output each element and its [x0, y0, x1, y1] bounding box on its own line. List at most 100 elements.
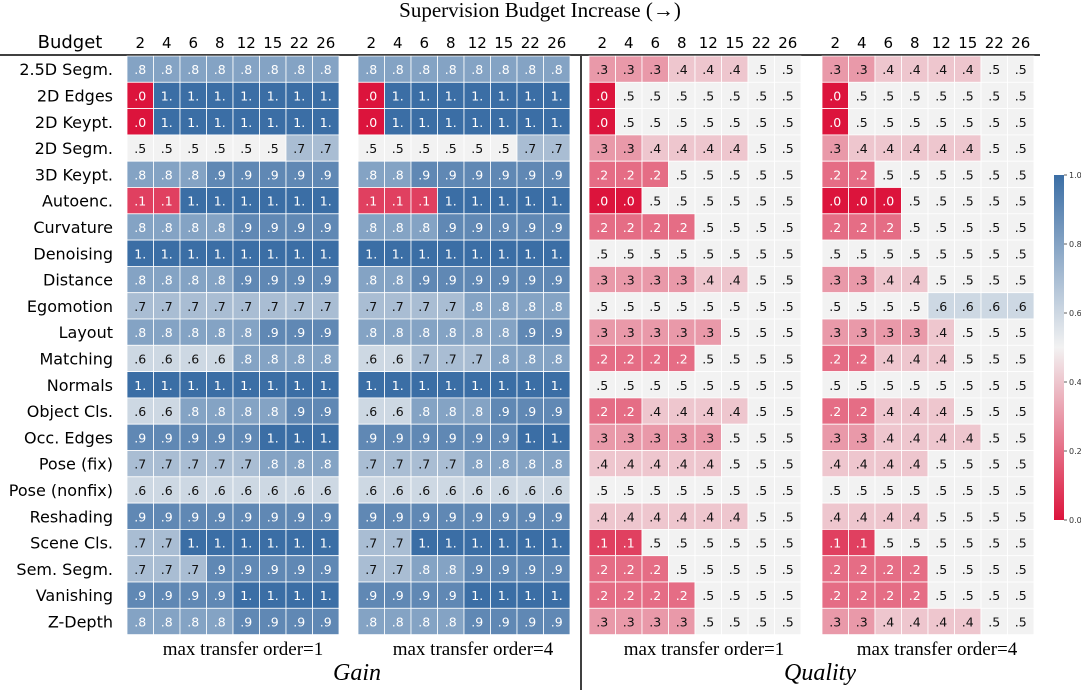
heatmap-cell: [312, 450, 340, 478]
heatmap-cell: [954, 607, 982, 635]
heatmap-cell: [490, 476, 518, 504]
row-label: 2.5D Segm.: [19, 60, 113, 79]
cell-value-label: .5: [935, 378, 947, 393]
heatmap-cell: [384, 265, 412, 294]
heatmap-cell: [259, 187, 287, 215]
cell-value-label: .8: [365, 167, 377, 182]
cell-value-label: .9: [551, 404, 563, 419]
cell-value-label: .2: [829, 220, 841, 235]
heatmap-cell: [747, 476, 775, 504]
cell-value-label: .5: [882, 483, 894, 498]
heatmap-cell: [490, 134, 518, 162]
cell-value-label: .5: [729, 167, 741, 182]
heatmap-cell: [543, 423, 571, 451]
cell-value-label: .5: [988, 351, 1000, 366]
budget-tick-label: 15: [494, 34, 513, 52]
cell-value-label: .1: [623, 536, 635, 551]
heatmap-cell: [179, 344, 207, 372]
heatmap-cell: [848, 371, 876, 399]
heatmap-cell: [874, 108, 902, 136]
cell-value-label: .9: [293, 220, 305, 235]
cell-value-label: .5: [935, 88, 947, 103]
cell-value-label: .5: [649, 378, 661, 393]
cell-value-label: .5: [445, 141, 457, 156]
heatmap-cell: [1007, 108, 1035, 136]
cell-value-label: .4: [909, 457, 921, 472]
heatmap-cell: [490, 555, 518, 583]
heatmap-cell: [774, 555, 802, 583]
cell-value-label: .5: [755, 220, 767, 235]
heatmap-cell: [153, 607, 181, 635]
cell-value-label: .3: [829, 62, 841, 77]
heatmap-cell: [747, 160, 775, 188]
cell-value-label: 1.: [293, 430, 305, 445]
cell-value-label: .9: [445, 273, 457, 288]
heatmap-cell: [980, 160, 1008, 188]
heatmap-cell: [285, 55, 313, 83]
cell-value-label: .3: [702, 325, 714, 340]
heatmap-cell: [901, 318, 929, 346]
heatmap-cell: [285, 555, 313, 583]
cell-value-label: 1.: [524, 588, 536, 603]
cell-value-label: .8: [365, 220, 377, 235]
cell-value-label: .9: [498, 430, 510, 445]
heatmap-cell: [543, 318, 571, 346]
cell-value-label: .6: [134, 404, 146, 419]
cell-value-label: .5: [882, 115, 894, 130]
heatmap-cell: [463, 502, 491, 530]
cell-value-label: .9: [293, 562, 305, 577]
heatmap-cell: [232, 502, 260, 530]
cell-value-label: .6: [988, 299, 1000, 314]
heatmap-cell: [641, 81, 669, 110]
heatmap-cell: [641, 134, 669, 162]
cell-value-label: .5: [755, 88, 767, 103]
heatmap-cell: [357, 450, 385, 478]
cell-value-label: .5: [988, 62, 1000, 77]
heatmap-cell: [543, 265, 571, 294]
cell-value-label: .5: [729, 115, 741, 130]
cell-value-label: .5: [988, 194, 1000, 209]
cell-value-label: .9: [551, 509, 563, 524]
heatmap-cell: [126, 213, 154, 241]
cell-value-label: .6: [320, 483, 332, 498]
cell-value-label: .2: [676, 588, 688, 603]
cell-value-label: .9: [471, 614, 483, 629]
heatmap-cell: [463, 187, 491, 215]
cell-value-label: 1.: [293, 115, 305, 130]
cell-value-label: .4: [702, 141, 714, 156]
heatmap-cell: [463, 371, 491, 399]
heatmap-cell: [516, 397, 544, 425]
cell-value-label: .8: [161, 167, 173, 182]
heatmap-cell: [357, 108, 385, 136]
cell-value-label: .5: [755, 536, 767, 551]
cell-value-label: 1.: [524, 88, 536, 103]
cell-value-label: 1.: [214, 246, 226, 261]
heatmap-cell: [463, 607, 491, 635]
cell-value-label: .5: [755, 299, 767, 314]
cell-value-label: .5: [962, 457, 974, 472]
cell-value-label: 1.: [471, 194, 483, 209]
cell-value-label: .8: [524, 62, 536, 77]
heatmap-cell: [179, 134, 207, 162]
cell-value-label: .9: [320, 614, 332, 629]
cell-value-label: .2: [676, 351, 688, 366]
cell-value-label: .5: [962, 509, 974, 524]
heatmap-cell: [668, 344, 696, 372]
cell-value-label: 1.: [524, 246, 536, 261]
heatmap-cell: [588, 502, 616, 530]
cell-value-label: .5: [1015, 325, 1027, 340]
cell-value-label: 1.: [524, 378, 536, 393]
cell-value-label: .5: [623, 299, 635, 314]
row-label: 2D Keypt.: [35, 113, 113, 132]
cell-value-label: 1.: [498, 588, 510, 603]
heatmap-cell: [357, 476, 385, 504]
cell-value-label: .5: [729, 562, 741, 577]
heatmap-cell: [901, 55, 929, 83]
cell-value-label: .9: [240, 220, 252, 235]
heatmap-cell: [721, 81, 749, 110]
heatmap-cell: [153, 529, 181, 557]
cell-value-label: 1.: [267, 115, 279, 130]
cell-value-label: .6: [187, 483, 199, 498]
cell-value-label: .7: [187, 299, 199, 314]
cell-value-label: .5: [988, 536, 1000, 551]
